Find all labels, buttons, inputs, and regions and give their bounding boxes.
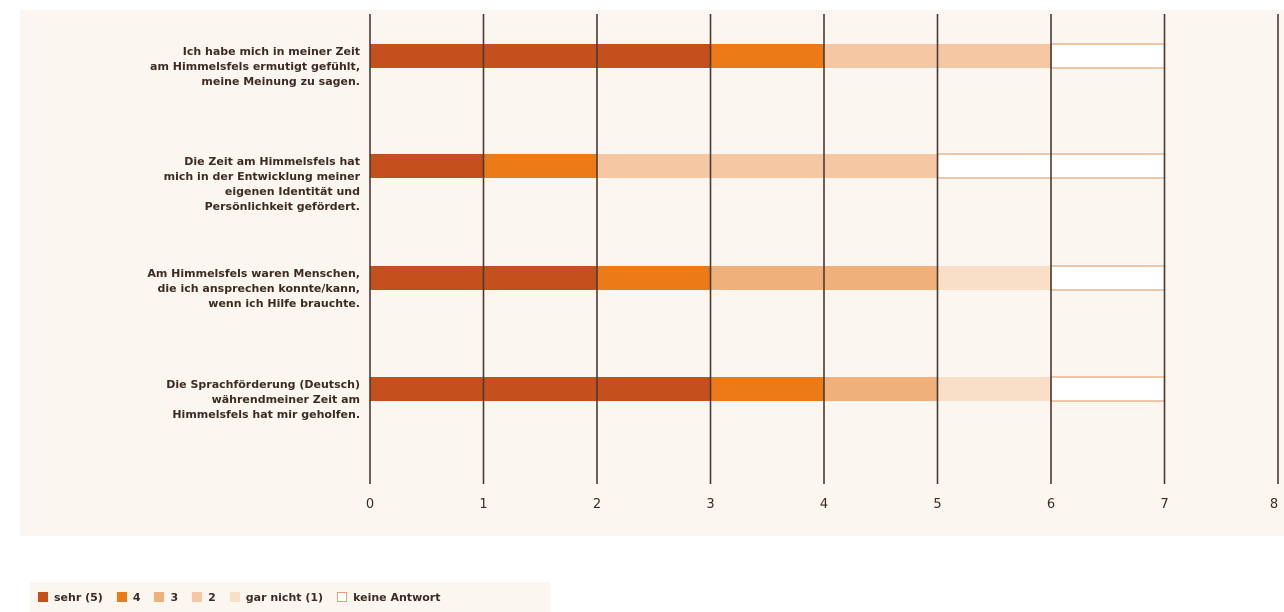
x-tick-label: 5 [933,497,942,512]
legend-item: gar nicht (1) [229,590,324,604]
x-tick-label: 7 [1160,497,1169,512]
bar-segment [710,44,824,68]
bar-segment [1050,265,1166,291]
bar-segment [370,44,711,68]
x-tick-label: 8 [1269,497,1279,512]
legend-label: gar nicht (1) [245,590,324,604]
legend-label: 3 [170,590,179,604]
bar-segment [370,377,711,401]
legend-label: 4 [132,590,141,604]
x-tick-label: 0 [365,497,375,512]
legend-swatch [38,592,48,602]
bar-segment [710,377,824,401]
x-tick-label: 1 [479,497,488,512]
x-tick-label: 3 [706,497,715,512]
x-tick-label: 6 [1046,497,1056,512]
legend: sehr (5) 4 3 2 gar nicht (1) keine Antwort [30,582,550,612]
bar-segment [370,154,484,178]
legend-swatch [116,592,127,602]
category-label: Ich habe mich in meiner Zeit am Himmelsf… [150,45,360,88]
legend-swatch [154,592,165,602]
legend-label: keine Antwort [353,590,441,604]
bar-segment [1050,376,1166,402]
category-label: Die Sprachförderung (Deutsch) währendmei… [166,378,360,421]
legend-item: 4 [116,590,141,604]
legend-label: 2 [208,590,216,604]
legend-item: 3 [154,591,178,604]
legend-swatch [192,592,203,602]
bar-segment [1050,43,1166,69]
category-label: Die Zeit am Himmelsfels hat mich in der … [163,155,360,213]
category-label: Am Himmelsfels waren Menschen, die ich a… [147,267,360,310]
bar-segment [824,377,938,401]
x-tick-label: 2 [592,497,602,512]
legend-item: keine Antwort [337,591,440,604]
legend-item: sehr (5) [38,591,103,604]
bar-segment [483,154,597,178]
legend-swatch [337,592,348,602]
legend-swatch [229,592,240,602]
bar-segment [597,266,711,290]
bar-segment [597,154,938,178]
legend-item: 2 [192,591,216,604]
legend-label: sehr (5) [54,590,103,604]
bar-segment [937,377,1051,401]
bar-segment [937,266,1051,290]
x-tick-label: 4 [819,497,829,512]
